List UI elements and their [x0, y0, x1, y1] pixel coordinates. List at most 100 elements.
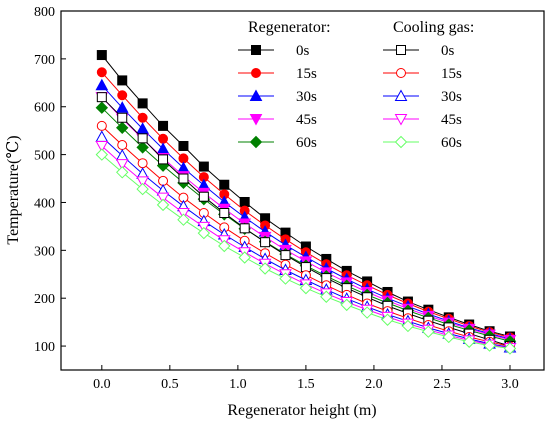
series-cooling-gas-0s — [96, 92, 515, 352]
data-point — [158, 120, 169, 131]
y-axis: 100 200 300 400 500 600 700 800 — [34, 5, 66, 355]
series-line — [101, 96, 511, 341]
legend-item: 0s — [238, 43, 310, 59]
x-axis: 0.0 0.5 1.0 1.5 2.0 2.5 3.0 — [93, 365, 519, 392]
legend-item: 60s — [238, 135, 317, 151]
legend-label: 15s — [441, 66, 462, 82]
plot-frame — [60, 10, 545, 371]
data-point — [218, 239, 231, 253]
data-point — [96, 120, 107, 131]
x-tick-label: 2.0 — [365, 377, 383, 392]
data-point — [136, 182, 149, 196]
data-point — [401, 319, 415, 333]
data-point — [239, 196, 250, 207]
series-cooling-gas-60s — [95, 148, 517, 355]
data-point — [442, 330, 455, 344]
legend-item: 60s — [383, 135, 462, 151]
y-axis-title: Temperature(℃) — [5, 135, 22, 244]
legend-marker — [249, 114, 263, 126]
data-point — [137, 112, 148, 123]
legend-marker — [251, 68, 261, 78]
data-point — [462, 335, 476, 348]
legend: Regenerator: 0s 15s 30s 45s 60s Cooling gas: 0s… — [238, 19, 474, 151]
data-point — [95, 101, 109, 114]
legend-marker — [396, 45, 406, 55]
x-tick-label: 1.5 — [297, 377, 315, 392]
data-point — [198, 191, 209, 202]
data-point — [96, 50, 107, 61]
data-point — [156, 198, 170, 212]
data-point — [158, 154, 169, 165]
data-point — [156, 192, 170, 205]
legend-marker — [394, 135, 408, 149]
y-tick-label: 500 — [34, 149, 55, 164]
data-point — [95, 148, 109, 161]
legend-item: 30s — [383, 89, 462, 105]
data-point — [117, 140, 128, 151]
data-point — [219, 179, 230, 190]
data-point — [115, 101, 129, 113]
data-point — [117, 90, 128, 101]
legend-label: 0s — [441, 43, 455, 59]
legend-marker — [394, 89, 408, 101]
legend-item: 15s — [238, 66, 317, 82]
y-tick-label: 200 — [34, 292, 55, 307]
data-point — [178, 140, 189, 151]
data-point — [136, 176, 149, 188]
legend-label: 45s — [296, 112, 317, 128]
legend-label: 60s — [296, 135, 317, 151]
legend-item: 0s — [383, 43, 455, 59]
data-point — [238, 251, 251, 264]
y-tick-label: 400 — [34, 196, 55, 211]
legend-marker — [251, 45, 261, 55]
data-point — [96, 92, 107, 103]
axes-frame — [60, 10, 545, 371]
y-tick-label: 800 — [34, 5, 55, 20]
data-point — [96, 67, 107, 78]
y-tick-label: 100 — [34, 340, 55, 355]
data-point — [258, 262, 272, 275]
legend-marker — [249, 135, 263, 149]
legend-label: 45s — [441, 112, 462, 128]
data-point — [137, 158, 148, 169]
legend-item: 30s — [238, 89, 317, 105]
legend-label: 30s — [441, 89, 462, 105]
legend-item: 15s — [383, 66, 462, 82]
data-point — [360, 306, 374, 319]
y-tick-label: 700 — [34, 53, 55, 68]
data-point — [178, 173, 189, 184]
legend-marker — [249, 89, 263, 101]
data-point — [279, 272, 292, 285]
x-axis-title: Regenerator height (m) — [227, 402, 376, 419]
data-point — [219, 207, 230, 218]
data-point — [381, 313, 394, 326]
data-point — [483, 339, 496, 352]
data-point — [137, 133, 148, 144]
data-point — [95, 140, 109, 153]
legend-label: 60s — [441, 135, 462, 151]
legend-item: 45s — [238, 112, 317, 128]
legend-label: 30s — [296, 89, 317, 105]
legend-label: 15s — [296, 66, 317, 82]
legend-item: 45s — [383, 112, 462, 128]
legend-title: Regenerator: — [248, 19, 331, 36]
data-point — [137, 98, 148, 109]
data-point — [158, 133, 169, 144]
data-point — [239, 223, 250, 234]
data-point — [95, 78, 109, 91]
data-point — [503, 342, 517, 355]
data-point — [198, 161, 209, 172]
data-point — [136, 122, 149, 134]
x-tick-label: 0.5 — [161, 377, 179, 392]
series-layer — [95, 50, 517, 355]
data-point — [197, 226, 211, 240]
x-tick-label: 2.5 — [433, 377, 451, 392]
x-tick-label: 1.0 — [229, 377, 247, 392]
data-point — [320, 290, 333, 303]
data-point — [340, 298, 353, 312]
x-tick-label: 3.0 — [501, 377, 519, 392]
legend-title: Cooling gas: — [393, 19, 474, 36]
data-point — [299, 281, 313, 295]
data-point — [280, 250, 291, 261]
